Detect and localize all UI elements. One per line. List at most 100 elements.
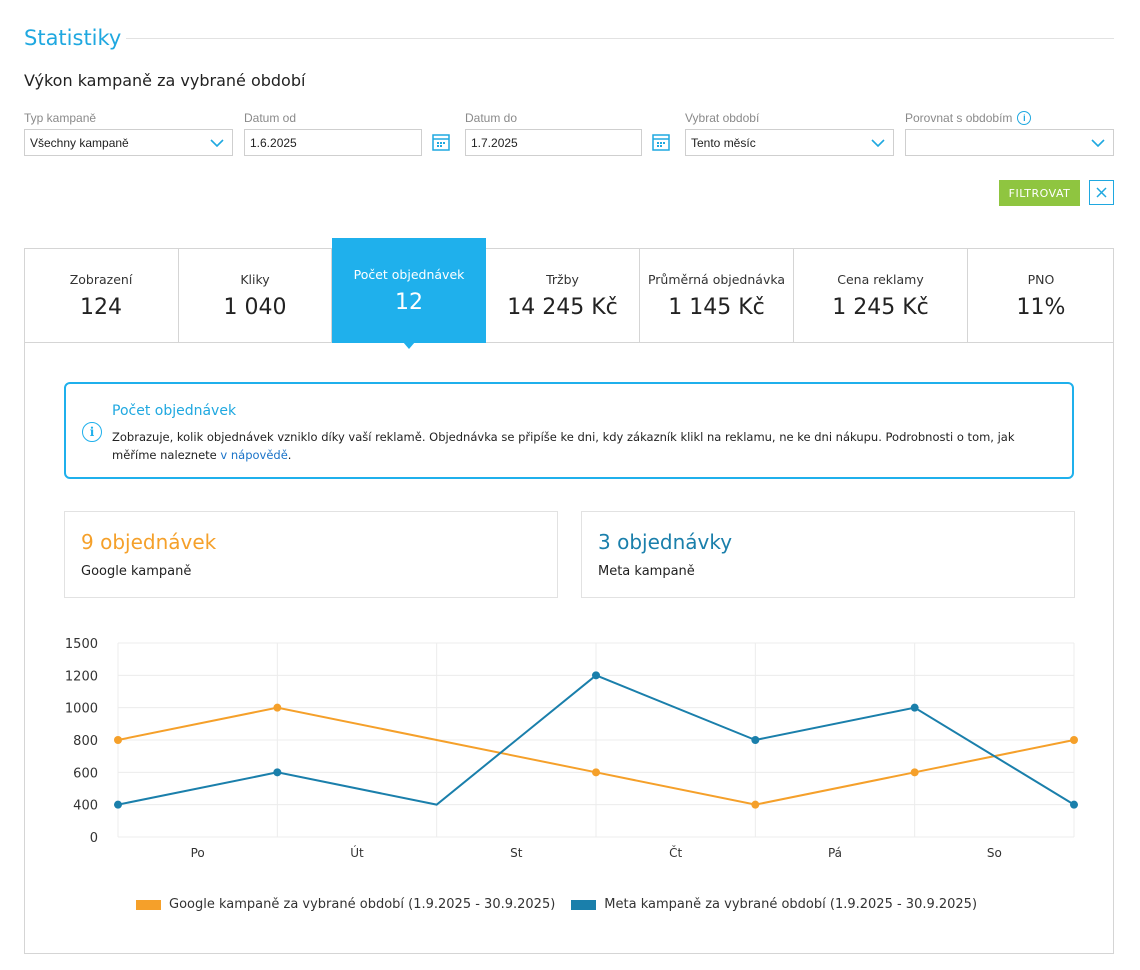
campaign-type-select[interactable]: Všechny kampaně — [24, 129, 233, 156]
info-icon: i — [82, 422, 102, 442]
metric-value: 14 245 Kč — [507, 295, 618, 320]
compare-label: Porovnat s obdobím — [905, 111, 1013, 125]
x-tick-label: Čt — [669, 845, 682, 860]
legend-label-meta: Meta kampaně za vybrané období (1.9.2025… — [604, 897, 978, 912]
x-tick-label: Pá — [828, 846, 842, 860]
filter-label: Typ kampaně — [24, 111, 97, 125]
legend-swatch-google — [136, 899, 161, 910]
metric-tab-impressions[interactable]: Zobrazení 124 — [24, 248, 179, 343]
orders-line-chart: 1500 1200 1000 800 600 400 0 Po Út St Čt Pá So — [65, 637, 1078, 860]
filter-button[interactable]: FILTROVAT — [999, 180, 1080, 206]
select-value: Tento měsíc — [691, 135, 756, 150]
clear-filter-button[interactable] — [1089, 180, 1114, 205]
google-data-point — [114, 735, 122, 744]
google-orders-label: Google kampaně — [81, 564, 192, 579]
info-title: Počet objednávek — [112, 403, 237, 419]
metric-label: PNO — [1027, 272, 1055, 287]
metric-label: Počet objednávek — [353, 267, 465, 282]
info-box: i Počet objednávek Zobrazuje, kolik obje… — [64, 382, 1074, 479]
x-tick-label: St — [510, 846, 523, 860]
close-icon — [1096, 187, 1107, 198]
meta-orders-label: Meta kampaně — [598, 564, 695, 579]
google-data-point — [273, 703, 282, 712]
meta-data-point — [592, 671, 600, 680]
input-value: 1.6.2025 — [250, 135, 297, 150]
filter-date-from: Datum od 1.6.2025 — [244, 109, 422, 156]
meta-data-point — [273, 768, 282, 777]
metric-tab-average-order[interactable]: Průměrná objednávka 1 145 Kč — [640, 248, 794, 343]
meta-data-point — [910, 703, 919, 712]
filter-label: Vybrat období — [685, 111, 760, 125]
metric-tab-clicks[interactable]: Kliky 1 040 — [179, 248, 332, 343]
metric-value: 12 — [395, 290, 423, 315]
google-orders-count: 9 objednávek — [81, 530, 217, 554]
metric-label: Kliky — [240, 272, 270, 287]
metric-tab-orders[interactable]: Počet objednávek 12 — [332, 238, 486, 343]
metric-value: 124 — [80, 295, 122, 320]
y-tick-label: 600 — [73, 766, 98, 781]
help-link[interactable]: v nápovědě — [220, 448, 288, 462]
info-icon[interactable]: i — [1017, 111, 1032, 125]
info-text: Zobrazuje, kolik objednávek vzniklo díky… — [112, 428, 1062, 464]
meta-orders-count: 3 objednávky — [598, 530, 733, 554]
select-value: Všechny kampaně — [30, 135, 129, 150]
section-title: Výkon kampaně za vybrané období — [24, 71, 306, 90]
compare-select[interactable] — [905, 129, 1114, 156]
metric-tab-revenue[interactable]: Tržby 14 245 Kč — [486, 248, 640, 343]
y-tick-label: 1200 — [65, 669, 98, 684]
input-value: 1.7.2025 — [471, 135, 518, 150]
meta-summary: 3 objednávky Meta kampaně — [581, 511, 1075, 598]
metrics-tabs: Zobrazení 124 Kliky 1 040 Počet objednáv… — [24, 238, 1114, 344]
filter-compare: Porovnat s obdobím i — [905, 109, 1114, 156]
calendar-icon[interactable] — [652, 133, 670, 151]
filter-period: Vybrat období Tento měsíc — [685, 109, 894, 156]
metric-tab-ad-cost[interactable]: Cena reklamy 1 245 Kč — [794, 248, 968, 343]
meta-data-point — [751, 735, 760, 744]
metric-label: Tržby — [546, 272, 579, 287]
google-summary: 9 objednávek Google kampaně — [64, 511, 558, 598]
legend-item-meta: Meta kampaně za vybrané období (1.9.2025… — [571, 897, 977, 912]
filter-date-to: Datum do 1.7.2025 — [465, 109, 642, 156]
legend-item-google: Google kampaně za vybrané období (1.9.20… — [136, 897, 555, 912]
chevron-down-icon — [863, 138, 893, 147]
google-data-point — [751, 800, 760, 809]
page-title: Statistiky — [24, 26, 122, 50]
stats-card — [24, 248, 1114, 954]
y-tick-label: 400 — [73, 799, 98, 814]
date-to-input[interactable]: 1.7.2025 — [465, 129, 642, 156]
meta-data-point — [1070, 800, 1078, 809]
y-tick-label: 800 — [73, 734, 98, 749]
title-divider — [126, 38, 1114, 39]
calendar-icon[interactable] — [432, 133, 450, 151]
filter-label: Datum do — [465, 111, 518, 125]
y-tick-label: 1000 — [65, 702, 98, 717]
metric-label: Průměrná objednávka — [647, 272, 786, 287]
date-from-input[interactable]: 1.6.2025 — [244, 129, 422, 156]
legend-label-google: Google kampaně za vybrané období (1.9.20… — [169, 897, 556, 912]
x-tick-label: Út — [350, 845, 364, 860]
chevron-down-icon — [202, 138, 232, 147]
metric-value: 11% — [1016, 295, 1066, 320]
metric-label: Cena reklamy — [837, 272, 924, 287]
metric-value: 1 145 Kč — [668, 295, 765, 320]
y-tick-label: 1500 — [65, 637, 98, 652]
metric-value: 1 245 Kč — [832, 295, 929, 320]
period-select[interactable]: Tento měsíc — [685, 129, 894, 156]
x-tick-label: Po — [191, 846, 205, 860]
google-data-point — [1070, 735, 1078, 744]
y-tick-label: 0 — [90, 831, 98, 846]
legend-swatch-meta — [571, 899, 597, 910]
info-body: Zobrazuje, kolik objednávek vzniklo díky… — [112, 430, 1015, 462]
metric-tab-pno[interactable]: PNO 11% — [968, 248, 1114, 343]
filter-campaign-type: Typ kampaně Všechny kampaně — [24, 109, 233, 156]
info-end: . — [287, 448, 292, 462]
meta-data-point — [114, 800, 122, 809]
chevron-down-icon — [1083, 138, 1113, 147]
filter-label: Datum od — [244, 111, 297, 125]
x-tick-label: So — [987, 846, 1002, 860]
filter-label: Porovnat s obdobím i — [905, 109, 1114, 127]
google-data-point — [910, 768, 919, 777]
google-data-point — [592, 768, 600, 777]
metric-label: Zobrazení — [69, 272, 133, 287]
metric-value: 1 040 — [223, 295, 287, 320]
